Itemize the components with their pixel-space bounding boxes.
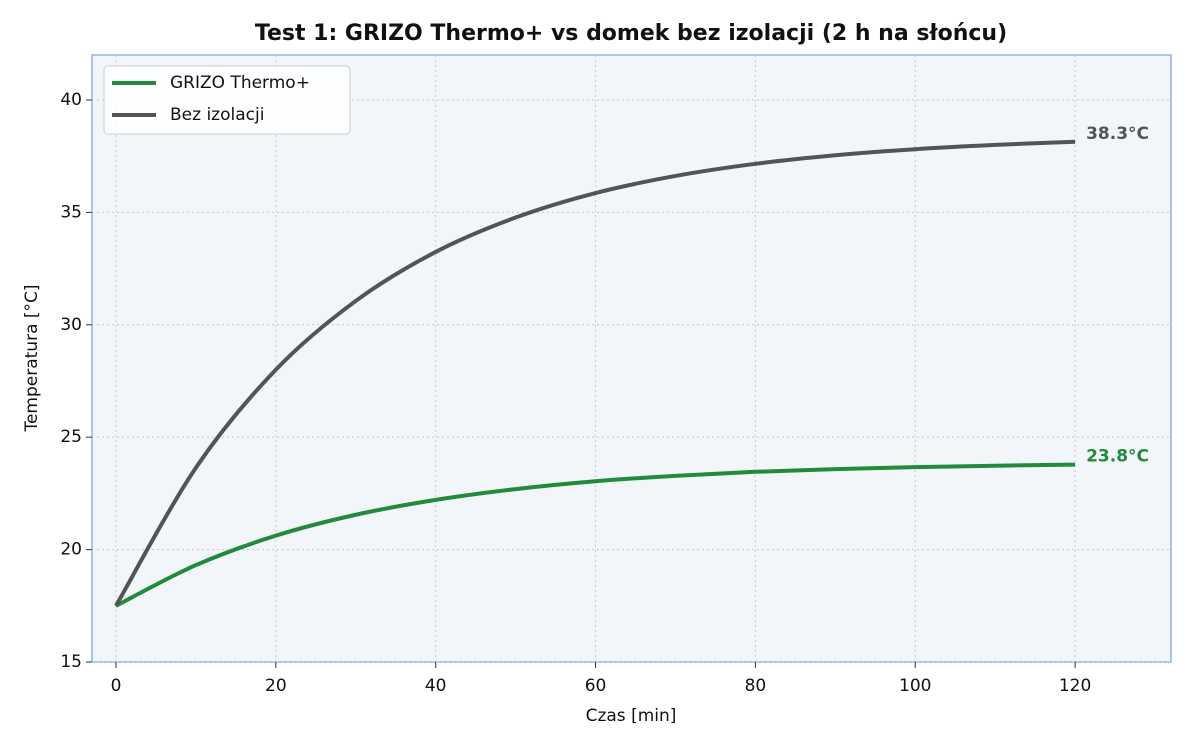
y-tick-label: 25 <box>60 427 82 447</box>
x-tick-label: 40 <box>425 676 447 696</box>
x-tick-label: 80 <box>745 676 767 696</box>
plot-area <box>91 54 1172 663</box>
y-tick-label: 20 <box>60 540 82 560</box>
chart-title: Test 1: GRIZO Thermo+ vs domek bez izola… <box>255 21 1007 46</box>
y-tick-label: 30 <box>60 315 82 335</box>
end-label: 38.3°C <box>1086 124 1149 144</box>
series-line <box>114 139 1076 607</box>
y-axis-label: Temperatura [°C] <box>22 284 42 432</box>
y-tick-label: 35 <box>60 202 82 222</box>
legend-label: GRIZO Thermo+ <box>170 73 310 93</box>
y-tick-label: 40 <box>60 90 82 110</box>
legend-box <box>103 65 351 135</box>
x-tick-label: 20 <box>265 676 287 696</box>
end-label: 23.8°C <box>1086 447 1149 467</box>
x-tick-label: 100 <box>899 676 931 696</box>
x-tick-label: 0 <box>111 676 122 696</box>
y-tick-label: 15 <box>60 652 82 672</box>
series-line <box>115 462 1076 608</box>
x-tick-label: 120 <box>1059 676 1091 696</box>
x-tick-label: 60 <box>585 676 607 696</box>
legend-label: Bez izolacji <box>170 105 264 125</box>
x-axis-label: Czas [min] <box>586 706 677 726</box>
